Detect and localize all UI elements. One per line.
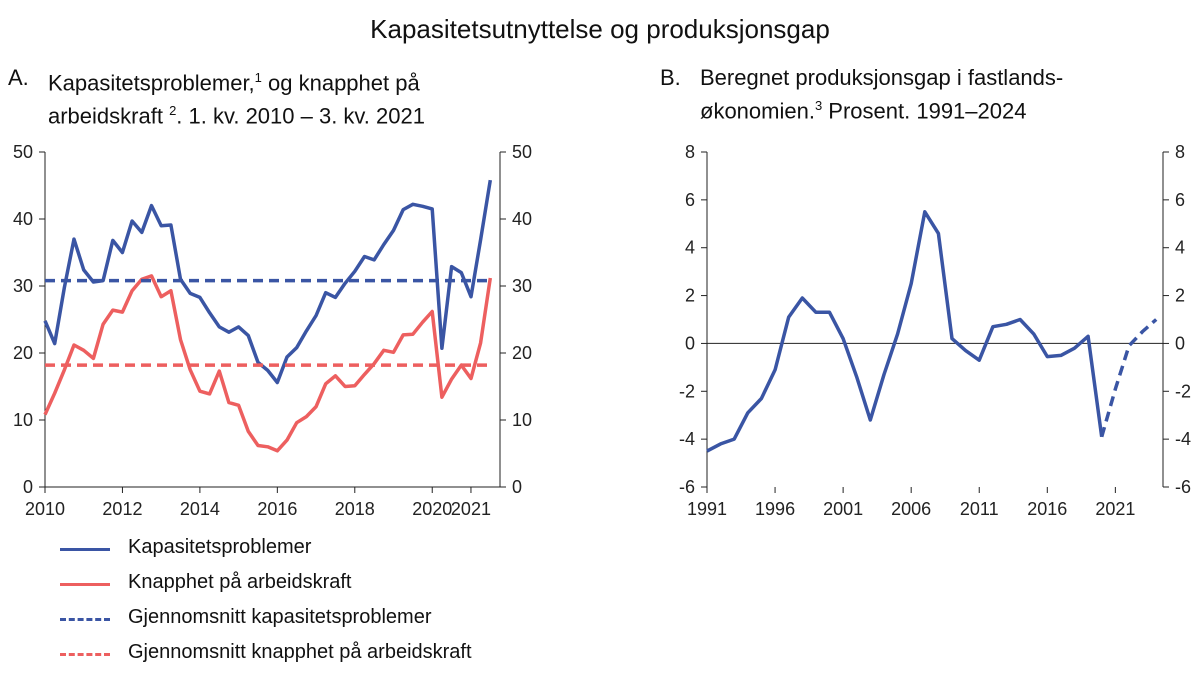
series-line-panel-a-1 [43, 274, 493, 453]
panel-b-letter: B. [660, 65, 681, 90]
y-tick-label-right: 6 [1175, 190, 1185, 210]
panel-a-title-line2: arbeidskraft [48, 103, 170, 129]
panel-a-title: A. Kapasitetsproblemer,1 og knapphet på … [8, 64, 568, 129]
y-tick-label-left: 0 [23, 477, 33, 497]
y-tick-label-right: 4 [1175, 238, 1185, 258]
panel-a-title-line1b: og knapphet på [261, 70, 420, 96]
x-tick-label: 2016 [257, 499, 297, 519]
y-tick-label-right: -4 [1175, 429, 1191, 449]
y-tick-label-left: 0 [685, 333, 695, 353]
legend-label-snitt-knapphet: Gjennomsnitt knapphet på arbeidskraft [128, 641, 472, 663]
legend-label-knapphet: Knapphet på arbeidskraft [128, 571, 352, 593]
x-tick-label: 2016 [1027, 499, 1067, 519]
panel-a-title-line1: Kapasitetsproblemer, [48, 70, 255, 96]
x-tick-label: 2014 [180, 499, 220, 519]
y-tick-label-left: 40 [13, 209, 33, 229]
y-tick-label-left: 30 [13, 276, 33, 296]
y-tick-label-left: 20 [13, 343, 33, 363]
y-tick-label-left: 50 [13, 142, 33, 162]
panel-a-title-line2b: . 1. kv. 2010 – 3. kv. 2021 [176, 103, 425, 129]
panel-b-title-line2: økonomien. [700, 98, 815, 124]
series-line-panel-a-0 [43, 179, 493, 385]
y-tick-label-right: 20 [512, 343, 532, 363]
y-tick-label-left: 6 [685, 190, 695, 210]
y-tick-label-left: -4 [679, 429, 695, 449]
legend-swatch-snitt-knapphet [60, 653, 110, 656]
footnote-1: 1 [254, 70, 262, 85]
legend-swatch-snitt-kapasitet [60, 618, 110, 621]
x-tick-label: 2018 [335, 499, 375, 519]
y-tick-label-left: -6 [679, 477, 695, 497]
y-tick-label-left: 4 [685, 238, 695, 258]
y-tick-label-right: 10 [512, 410, 532, 430]
series-line-panel-b-0 [706, 210, 1104, 453]
legend-label-kapasitetsproblemer: Kapasitetsproblemer [128, 536, 312, 558]
x-tick-label: 2006 [891, 499, 931, 519]
legend-swatch-kapasitetsproblemer [60, 548, 110, 551]
x-tick-label: 2001 [823, 499, 863, 519]
y-tick-label-right: 40 [512, 209, 532, 229]
y-tick-label-right: 8 [1175, 142, 1185, 162]
panel-b-title-line1: Beregnet produksjonsgap i fastlands- [700, 65, 1064, 90]
y-tick-label-right: 30 [512, 276, 532, 296]
legend-label-snitt-kapasitet: Gjennomsnitt kapasitetsproblemer [128, 606, 432, 628]
y-tick-label-right: 0 [512, 477, 522, 497]
x-tick-label: 2010 [25, 499, 65, 519]
y-tick-label-left: 2 [685, 286, 695, 306]
footnote-2: 2 [169, 103, 177, 119]
x-tick-label: 2021 [1095, 499, 1135, 519]
x-tick-label: 2021 [451, 499, 491, 519]
y-tick-label-left: -2 [679, 381, 695, 401]
y-tick-label-right: -6 [1175, 477, 1191, 497]
series-line-panel-b-1 [1100, 318, 1158, 438]
legend-swatch-knapphet [60, 583, 110, 586]
chart-title: Kapasitetsutnyttelse og produksjonsgap [370, 14, 830, 44]
footnote-3: 3 [814, 98, 823, 113]
y-tick-label-left: 8 [685, 142, 695, 162]
y-tick-label-right: -2 [1175, 381, 1191, 401]
x-tick-label: 1996 [755, 499, 795, 519]
y-tick-label-right: 2 [1175, 286, 1185, 306]
x-tick-label: 2020 [412, 499, 452, 519]
panel-a-letter: A. [8, 65, 29, 90]
x-tick-label: 1991 [687, 499, 727, 519]
y-tick-label-right: 50 [512, 142, 532, 162]
x-tick-label: 2012 [102, 499, 142, 519]
x-tick-label: 2011 [960, 499, 999, 519]
y-tick-label-left: 10 [13, 410, 33, 430]
panel-b-title: B. Beregnet produksjonsgap i fastlands- … [660, 64, 1180, 124]
panel-b-title-line2b: Prosent. 1991–2024 [822, 98, 1027, 124]
y-tick-label-right: 0 [1175, 333, 1185, 353]
